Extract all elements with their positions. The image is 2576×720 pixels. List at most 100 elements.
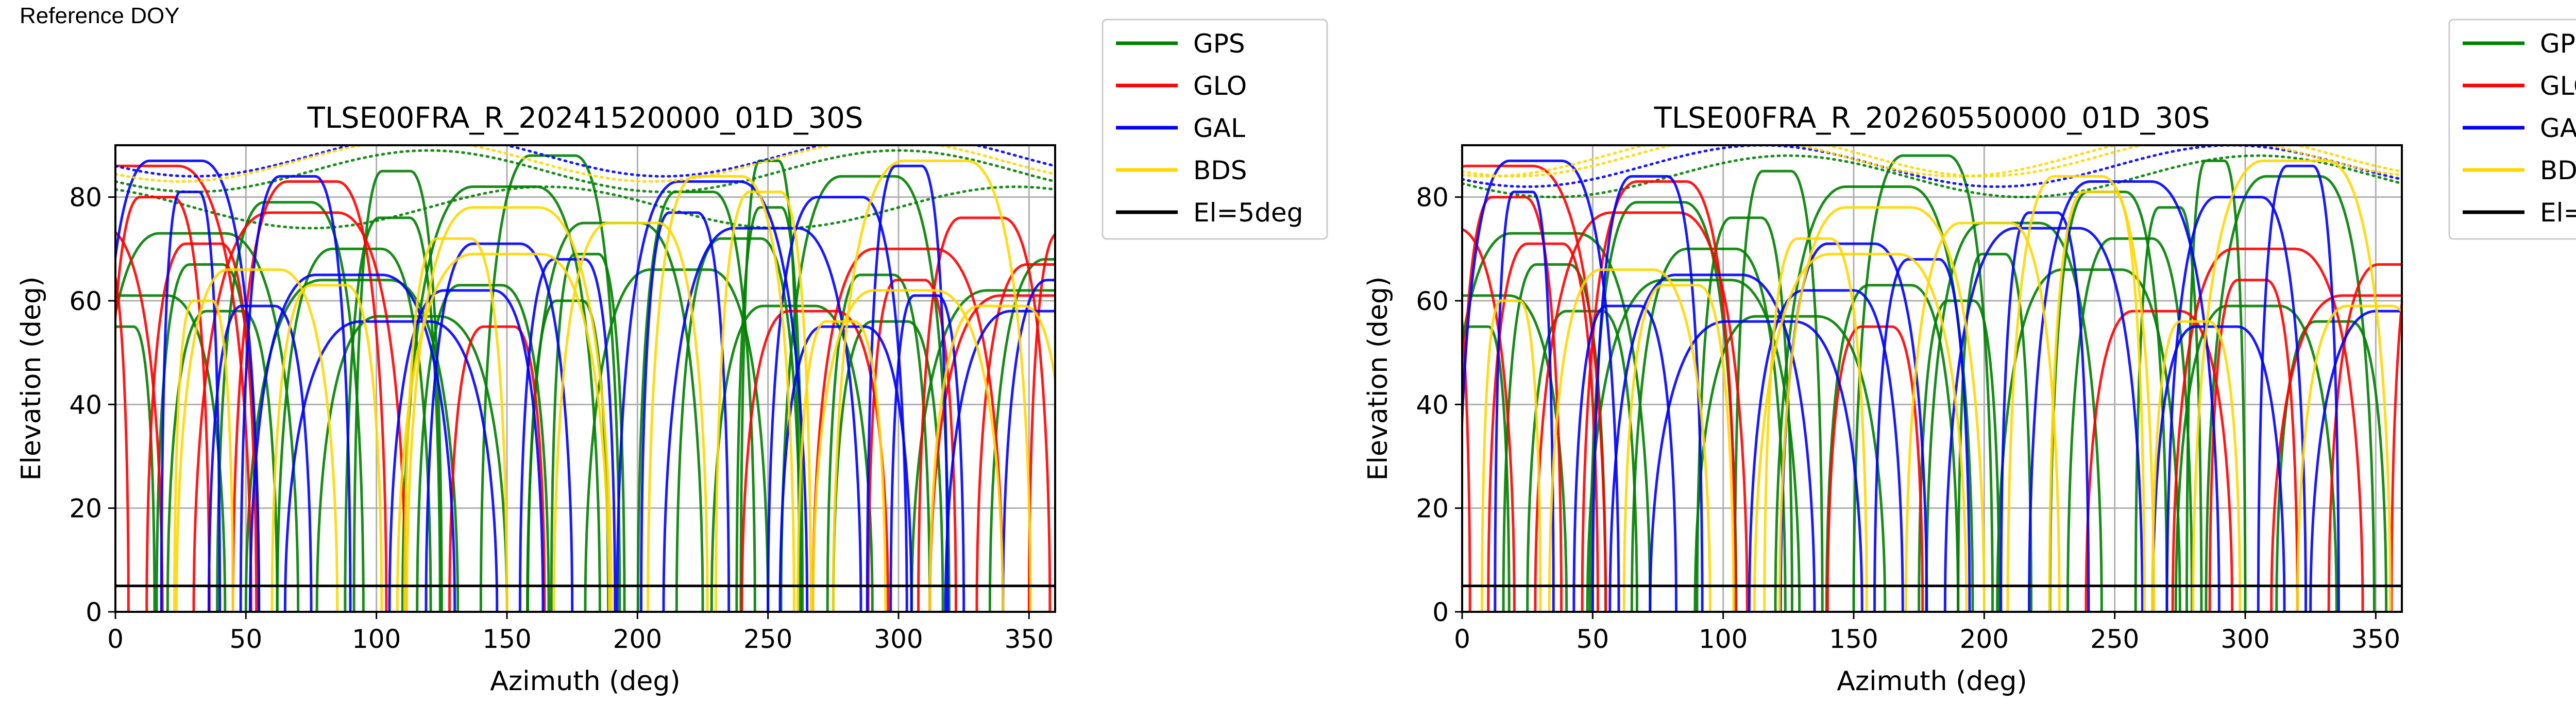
track-gps bbox=[1462, 325, 1511, 612]
track-glo bbox=[1462, 228, 1516, 612]
track-bds bbox=[714, 191, 812, 612]
track-bds bbox=[396, 252, 611, 612]
track-glo bbox=[917, 216, 1052, 612]
track-gps bbox=[276, 247, 432, 612]
track-gal bbox=[115, 159, 261, 612]
chart-1-axes-frame bbox=[114, 144, 1056, 613]
track-gps bbox=[115, 185, 1055, 230]
track-gps bbox=[1957, 252, 2032, 612]
chart-panel-1: TLSE00FRA_R_20241520000_01D_30S 0 50 100 15… bbox=[16, 19, 1328, 697]
track-bds bbox=[403, 237, 509, 612]
chart-1-ticks: 0 50 100 150 200 250 300 350 0 20 40 60 80 bbox=[69, 183, 1054, 654]
track-glo bbox=[1826, 325, 1924, 612]
track-glo bbox=[1462, 308, 1471, 612]
track-gps bbox=[315, 315, 509, 612]
chart-panel-2: TLSE00FRA_R_20260550000_01D_30S 0 50 100 15… bbox=[1363, 19, 2576, 697]
track-gps bbox=[2174, 304, 2338, 612]
y-tick-label: 20 bbox=[69, 494, 102, 524]
chart-2-legend-label-gps: GPS bbox=[2540, 29, 2576, 59]
x-tick-label: 350 bbox=[1005, 624, 1054, 654]
y-tick-label: 80 bbox=[69, 183, 102, 213]
chart-2-legend-label-bds: BDS bbox=[2540, 156, 2576, 185]
track-glo bbox=[811, 247, 1005, 612]
y-tick-label: 40 bbox=[1416, 390, 1449, 420]
chart-2-ylabel: Elevation (deg) bbox=[1363, 277, 1394, 481]
chart-1-ylabel: Elevation (deg) bbox=[16, 277, 47, 481]
track-gal bbox=[388, 289, 545, 612]
track-bds bbox=[796, 320, 887, 612]
track-glo bbox=[2208, 279, 2299, 612]
track-gps bbox=[416, 284, 550, 612]
track-bds bbox=[2151, 320, 2242, 612]
track-gal bbox=[1591, 175, 1704, 612]
x-tick-label: 200 bbox=[1960, 624, 2009, 654]
x-tick-label: 150 bbox=[482, 624, 531, 654]
track-gal bbox=[1608, 273, 1816, 612]
track-gal bbox=[239, 175, 352, 612]
chart-1-legend-label-glo: GLO bbox=[1193, 71, 1247, 101]
track-gal bbox=[662, 227, 862, 612]
track-gps bbox=[115, 149, 1055, 193]
track-bds bbox=[1462, 145, 2402, 178]
chart-2-xlabel: Azimuth (deg) bbox=[1837, 666, 2027, 697]
track-bds bbox=[2048, 191, 2146, 612]
y-tick-label: 20 bbox=[1416, 494, 1449, 524]
chart-1-title: TLSE00FRA_R_20241520000_01D_30S bbox=[307, 101, 863, 135]
track-gps bbox=[675, 237, 802, 612]
track-bds bbox=[928, 304, 1055, 612]
track-glo bbox=[1581, 180, 1737, 612]
track-gal bbox=[616, 180, 809, 612]
chart-2-plot-area bbox=[1462, 145, 2402, 612]
x-tick-label: 150 bbox=[1829, 624, 1878, 654]
chart-1-plot-area bbox=[115, 145, 1055, 612]
track-gps bbox=[166, 310, 279, 612]
track-gal bbox=[283, 320, 499, 612]
track-gps bbox=[584, 268, 770, 612]
x-tick-label: 200 bbox=[613, 624, 662, 654]
track-gps bbox=[636, 191, 756, 612]
chart-2-legend-label-el-mask: El=5deg bbox=[2540, 198, 2576, 228]
track-glo bbox=[448, 325, 546, 612]
track-glo bbox=[145, 242, 258, 612]
track-glo bbox=[1027, 233, 1055, 612]
y-tick-label: 0 bbox=[1432, 597, 1449, 627]
track-bds bbox=[1778, 206, 1986, 612]
track-gps bbox=[832, 320, 944, 612]
chart-1-legend-label-gal: GAL bbox=[1193, 113, 1245, 143]
track-bds bbox=[2296, 304, 2402, 612]
y-tick-label: 0 bbox=[86, 597, 102, 627]
track-gal bbox=[207, 304, 313, 612]
y-tick-label: 80 bbox=[1416, 183, 1449, 213]
track-glo bbox=[2171, 247, 2364, 612]
x-tick-label: 0 bbox=[107, 624, 124, 654]
track-gps bbox=[1462, 154, 2402, 199]
track-gps bbox=[739, 159, 801, 612]
chart-1-legend-box bbox=[1101, 19, 1328, 240]
track-glo bbox=[231, 180, 388, 612]
x-tick-label: 100 bbox=[1699, 624, 1748, 654]
x-tick-label: 350 bbox=[2351, 624, 2400, 654]
track-glo bbox=[2390, 293, 2402, 612]
track-bds bbox=[1753, 252, 1968, 612]
track-gps bbox=[115, 325, 156, 612]
track-bds bbox=[1548, 268, 1711, 612]
track-bds bbox=[175, 268, 339, 612]
track-glo bbox=[192, 211, 407, 612]
track-gal bbox=[1002, 279, 1055, 612]
x-tick-label: 0 bbox=[1454, 624, 1470, 654]
track-glo bbox=[1534, 211, 1749, 612]
track-glo bbox=[975, 263, 1055, 612]
chart-1-legend-label-el-mask: El=5deg bbox=[1193, 198, 1303, 228]
track-gal bbox=[2028, 180, 2221, 612]
track-bds bbox=[1481, 299, 1542, 612]
track-gal bbox=[2165, 196, 2307, 612]
track-glo bbox=[2327, 263, 2402, 612]
track-gal bbox=[1572, 304, 1677, 612]
track-gps bbox=[115, 232, 300, 612]
track-bds bbox=[2006, 175, 2156, 612]
track-gps bbox=[1825, 284, 1960, 612]
track-glo bbox=[115, 231, 164, 612]
track-gal bbox=[425, 242, 574, 612]
track-bds bbox=[2192, 159, 2392, 612]
y-tick-label: 40 bbox=[69, 390, 102, 420]
